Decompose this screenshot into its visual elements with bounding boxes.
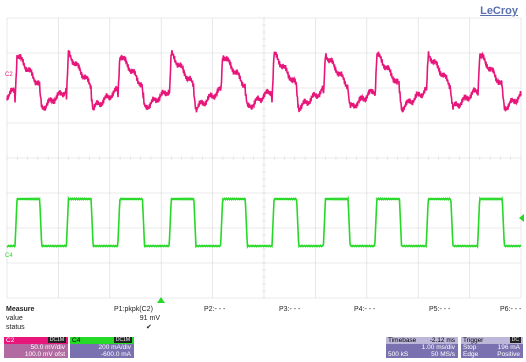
trigger-descriptor[interactable]: Trigger DC Stop 196 mA Edge Positive (461, 337, 523, 358)
trigger-coupling-badge: DC (509, 337, 521, 343)
timebase-label: Timebase (388, 337, 417, 344)
channel-2-offset: 100.0 mV ofst (4, 351, 68, 358)
timebase-sample-rate: 50 MS/s (431, 351, 455, 358)
measure-title: Measure (6, 306, 35, 313)
trigger-type: Edge (463, 351, 479, 358)
channel-2-descriptor[interactable]: C2 DC1M 50.0 mV/div 100.0 mV ofst (4, 337, 68, 358)
channel-2-trace (6, 50, 522, 114)
measure-param-p2[interactable]: P2:- - - (204, 306, 226, 313)
timebase-per-div: 1.00 ms/div (421, 344, 455, 351)
trigger-position-marker (157, 297, 165, 303)
channel-4-label: C4 (72, 337, 81, 344)
graticule-grid (6, 17, 522, 299)
channel-4-ground-marker: C4 (5, 253, 13, 259)
channel-4-scale: 200 mA/div (70, 344, 134, 351)
channel-4-offset: -600.0 mA (70, 351, 134, 358)
trigger-label: Trigger (463, 337, 484, 344)
channel-2-scale: 50.0 mV/div (4, 344, 68, 351)
channel-2-coupling-badge: DC1M (47, 337, 66, 343)
measure-row-label-status: status (6, 324, 25, 331)
measure-param-p1[interactable]: P1:pkpk(C2) (114, 306, 153, 313)
trigger-level: 196 mA (497, 344, 520, 351)
measure-param-p3[interactable]: P3:- - - (279, 306, 301, 313)
channel-4-descriptor[interactable]: C4 DC1M 200 mA/div -600.0 mA (70, 337, 134, 358)
measure-param-p5[interactable]: P5:- - - (429, 306, 451, 313)
trigger-slope: Positive (497, 351, 520, 358)
timebase-descriptor[interactable]: Timebase -2.12 ms 1.00 ms/div 500 kS 50 … (386, 337, 458, 358)
trigger-mode: Stop (463, 344, 477, 351)
measure-p1-value: 91 mV (139, 315, 160, 322)
measure-param-p6[interactable]: P6:- - - (500, 306, 522, 313)
trigger-level-marker (519, 214, 524, 222)
measure-p1-status-check-icon: ✔ (146, 324, 152, 331)
lecroy-logo: LeCroy (480, 5, 518, 17)
timebase-delay: -2.12 ms (429, 337, 455, 344)
channel-2-ground-marker: C2 (5, 72, 13, 78)
measure-row-label-value: value (6, 315, 23, 322)
timebase-samples: 500 kS (388, 351, 409, 358)
measure-param-p4[interactable]: P4:- - - (354, 306, 376, 313)
channel-4-trace (6, 195, 522, 250)
channel-2-label: C2 (6, 337, 15, 344)
channel-4-coupling-badge: DC1M (113, 337, 132, 343)
